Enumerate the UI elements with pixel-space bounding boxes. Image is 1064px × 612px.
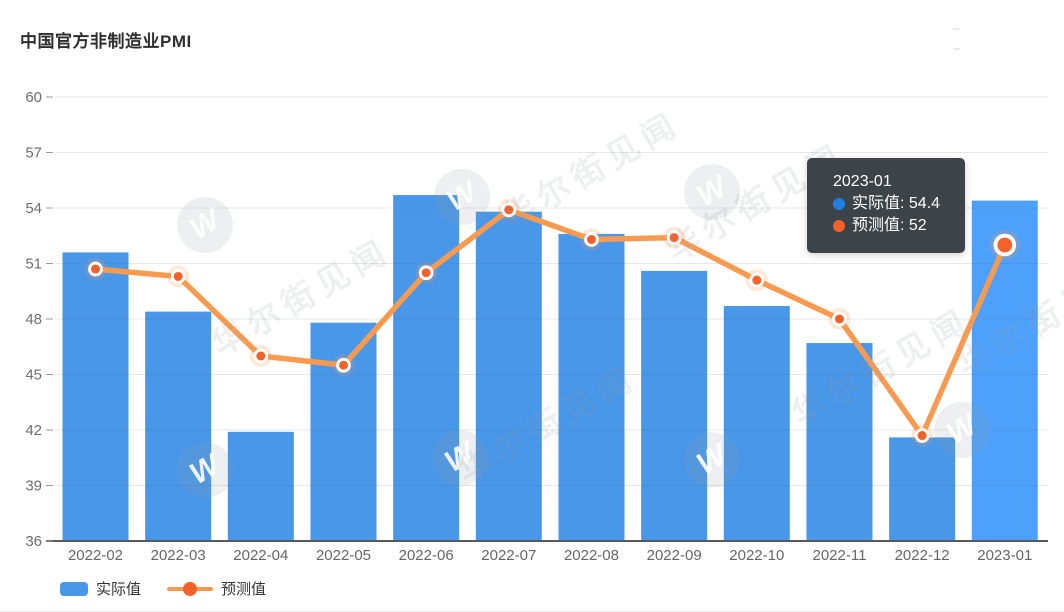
forecast-point-2023-01[interactable] <box>997 237 1013 253</box>
y-axis-label: 57 <box>25 145 42 162</box>
y-axis-label: 54 <box>25 200 42 217</box>
x-axis-label-2022-03: 2022-03 <box>151 547 206 564</box>
actual-series-dot-icon <box>833 198 845 210</box>
x-axis-label-2022-04: 2022-04 <box>233 547 288 564</box>
forecast-point-2022-05[interactable] <box>338 360 348 370</box>
bar-2023-01[interactable] <box>971 200 1038 541</box>
x-axis-label-2023-01: 2023-01 <box>977 547 1032 564</box>
bar-swatch-icon <box>60 581 88 596</box>
y-axis-label: 42 <box>25 422 42 439</box>
legend: 实际值 预测值 <box>60 578 266 599</box>
bar-2022-06[interactable] <box>393 195 460 542</box>
x-axis-label-2022-11: 2022-11 <box>812 547 866 564</box>
y-axis-label: 45 <box>25 367 42 384</box>
tooltip-row-forecast: 预测值: 52 <box>833 215 955 237</box>
x-axis-label-2022-07: 2022-07 <box>481 547 536 564</box>
y-axis-label: 48 <box>25 311 42 328</box>
forecast-point-2022-11[interactable] <box>834 314 844 324</box>
menu-dash-icon <box>952 28 960 30</box>
forecast-point-2022-02[interactable] <box>91 264 100 274</box>
forecast-series-dot-icon <box>833 220 845 232</box>
y-axis-label: 36 <box>25 533 42 550</box>
bar-2022-04[interactable] <box>227 431 294 541</box>
forecast-point-2022-12[interactable] <box>917 431 927 441</box>
bar-2022-12[interactable] <box>889 437 956 541</box>
bar-2022-09[interactable] <box>641 270 708 541</box>
forecast-point-2022-06[interactable] <box>421 268 431 278</box>
legend-label-forecast: 预测值 <box>221 581 267 598</box>
bar-2022-11[interactable] <box>806 343 873 541</box>
tooltip: 2023-01 实际值: 54.4 预测值: 52 <box>807 158 965 253</box>
menu-dash-icon <box>952 48 960 50</box>
bar-2022-08[interactable] <box>558 233 625 541</box>
forecast-point-2022-09[interactable] <box>669 233 679 243</box>
y-axis-label: 39 <box>25 478 42 495</box>
bar-2022-10[interactable] <box>723 306 790 541</box>
x-axis-label-2022-02: 2022-02 <box>68 547 123 564</box>
y-axis-label: 60 <box>25 89 42 106</box>
legend-label-actual: 实际值 <box>96 581 142 598</box>
x-axis-label-2022-05: 2022-05 <box>316 547 371 564</box>
x-axis-label-2022-10: 2022-10 <box>729 547 784 564</box>
tooltip-row-actual: 实际值: 54.4 <box>833 193 955 215</box>
tooltip-date: 2023-01 <box>833 173 892 190</box>
x-axis-label-2022-06: 2022-06 <box>399 547 454 564</box>
forecast-point-2022-03[interactable] <box>173 271 183 281</box>
bar-2022-03[interactable] <box>145 311 212 541</box>
bar-2022-07[interactable] <box>475 211 542 541</box>
forecast-point-2022-07[interactable] <box>504 205 514 215</box>
legend-item-actual[interactable]: 实际值 <box>60 578 141 599</box>
forecast-point-2022-10[interactable] <box>752 275 762 285</box>
chart-title: 中国官方非制造业PMI <box>20 32 192 51</box>
tooltip-actual-text: 实际值: 54.4 <box>852 195 941 212</box>
forecast-point-2022-08[interactable] <box>586 234 596 244</box>
y-axis-label: 51 <box>25 256 42 273</box>
forecast-point-2022-04[interactable] <box>256 351 266 361</box>
line-dot-swatch-icon <box>167 581 214 596</box>
forecast-line <box>92 207 1008 439</box>
bar-2022-02[interactable] <box>62 252 129 541</box>
legend-item-forecast[interactable]: 预测值 <box>167 578 266 599</box>
tooltip-forecast-text: 预测值: 52 <box>852 217 927 234</box>
chart-menu-icon[interactable] <box>948 28 964 50</box>
x-axis-label-2022-09: 2022-09 <box>647 547 702 564</box>
x-axis-label-2022-12: 2022-12 <box>895 547 950 564</box>
x-axis-label-2022-08: 2022-08 <box>564 547 619 564</box>
